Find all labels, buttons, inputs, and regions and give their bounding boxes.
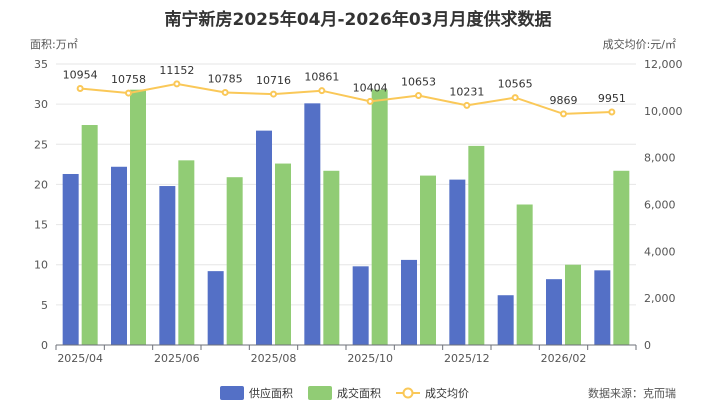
y-tick-label: 5 [41,299,48,312]
deal-bar[interactable] [565,264,581,345]
legend: 供应面积 成交面积 成交均价 [220,386,469,400]
y-tick-label: 30 [34,98,48,111]
price-label: 10861 [304,71,339,84]
price-label: 9951 [598,92,626,105]
legend-label-price[interactable]: 成交均价 [425,386,469,400]
supply-bar[interactable] [159,186,176,345]
supply-bar[interactable] [594,270,611,345]
price-line-path [80,82,612,115]
supply-bar[interactable] [497,295,514,345]
x-axis: 2025/04 2025/06 2025/08 2025/10 2025/12 2026/… [55,344,637,365]
supply-bar[interactable] [207,271,224,345]
price-label: 9869 [550,94,578,107]
y-tick-label: 20 [34,178,48,191]
x-tick-label: 2025/08 [251,352,297,365]
deal-bar[interactable] [371,89,388,345]
left-y-axis: 0 5 10 15 20 25 30 35 [34,58,48,352]
right-axis-unit: 成交均价:元/㎡ [603,37,676,51]
legend-marker-price[interactable] [402,387,414,399]
price-label: 10758 [111,73,146,86]
y2-tick-label: 4,000 [644,245,676,258]
deal-bar[interactable] [516,204,533,346]
x-tick-label: 2026/02 [541,352,587,365]
price-point[interactable] [173,80,181,88]
y2-tick-label: 2,000 [644,292,676,305]
legend-swatch-supply[interactable] [220,386,244,400]
deal-bar[interactable] [468,145,485,345]
legend-swatch-deal[interactable] [308,386,332,400]
price-point[interactable] [415,92,422,100]
gridlines [56,63,636,306]
legend-label-deal[interactable]: 成交面积 [337,386,381,400]
legend-label-supply[interactable]: 供应面积 [249,386,293,400]
x-tick-label: 2025/12 [444,352,490,365]
price-point[interactable] [270,90,277,98]
left-axis-unit: 面积:万㎡ [30,38,78,51]
price-point[interactable] [608,108,616,116]
y2-tick-label: 12,000 [644,58,683,71]
y-tick-label: 25 [34,138,48,151]
deal-bar[interactable] [275,163,291,345]
x-tick-label: 2025/06 [154,352,200,365]
deal-bar[interactable] [420,175,436,345]
price-point[interactable] [76,84,84,92]
y2-tick-label: 10,000 [644,105,683,118]
supply-bar[interactable] [256,130,272,345]
deal-bar[interactable] [226,177,243,345]
deal-bar[interactable] [81,125,98,345]
deal-bar[interactable] [178,160,195,345]
y-tick-label: 15 [34,219,48,232]
y2-tick-label: 8,000 [644,152,676,165]
price-label: 10785 [208,72,243,85]
price-point[interactable] [511,94,519,102]
supply-bar[interactable] [401,259,417,345]
price-label: 10231 [449,85,484,98]
price-point[interactable] [125,89,132,97]
y2-tick-label: 6,000 [644,199,676,212]
chart-title: 南宁新房2025年04月-2026年03月月度供求数据 [165,9,552,30]
deal-bar[interactable] [613,170,630,345]
price-point[interactable] [366,97,374,105]
supply-bar[interactable] [111,166,127,345]
price-line: 10954 10758 11152 10785 10716 10861 10404 10653… [63,64,626,118]
deal-bar[interactable] [323,170,340,345]
price-label: 11152 [159,64,194,77]
supply-bar[interactable] [62,173,79,345]
supply-bar[interactable] [304,103,321,345]
price-label: 10954 [63,68,98,81]
price-label: 10565 [498,78,533,91]
deal-bar[interactable] [130,89,146,345]
price-point[interactable] [463,101,471,109]
price-point[interactable] [221,88,229,96]
bars [62,89,630,346]
supply-bar[interactable] [449,179,466,345]
right-y-axis: 0 2,000 4,000 6,000 8,000 10,000 12,000 [644,58,683,352]
supply-bar[interactable] [352,266,369,345]
price-label: 10716 [256,74,291,87]
y-tick-label: 0 [41,339,48,352]
price-point[interactable] [318,87,326,95]
supply-bar[interactable] [546,279,562,345]
price-point[interactable] [560,110,567,118]
x-tick-label: 2025/04 [57,352,103,365]
price-label: 10404 [353,81,388,94]
y2-tick-label: 0 [644,339,651,352]
x-tick-label: 2025/10 [347,352,393,365]
price-label: 10653 [401,76,436,89]
y-tick-label: 35 [34,58,48,71]
data-source: 数据来源：克而瑞 [588,386,676,400]
y-tick-label: 10 [34,259,48,272]
